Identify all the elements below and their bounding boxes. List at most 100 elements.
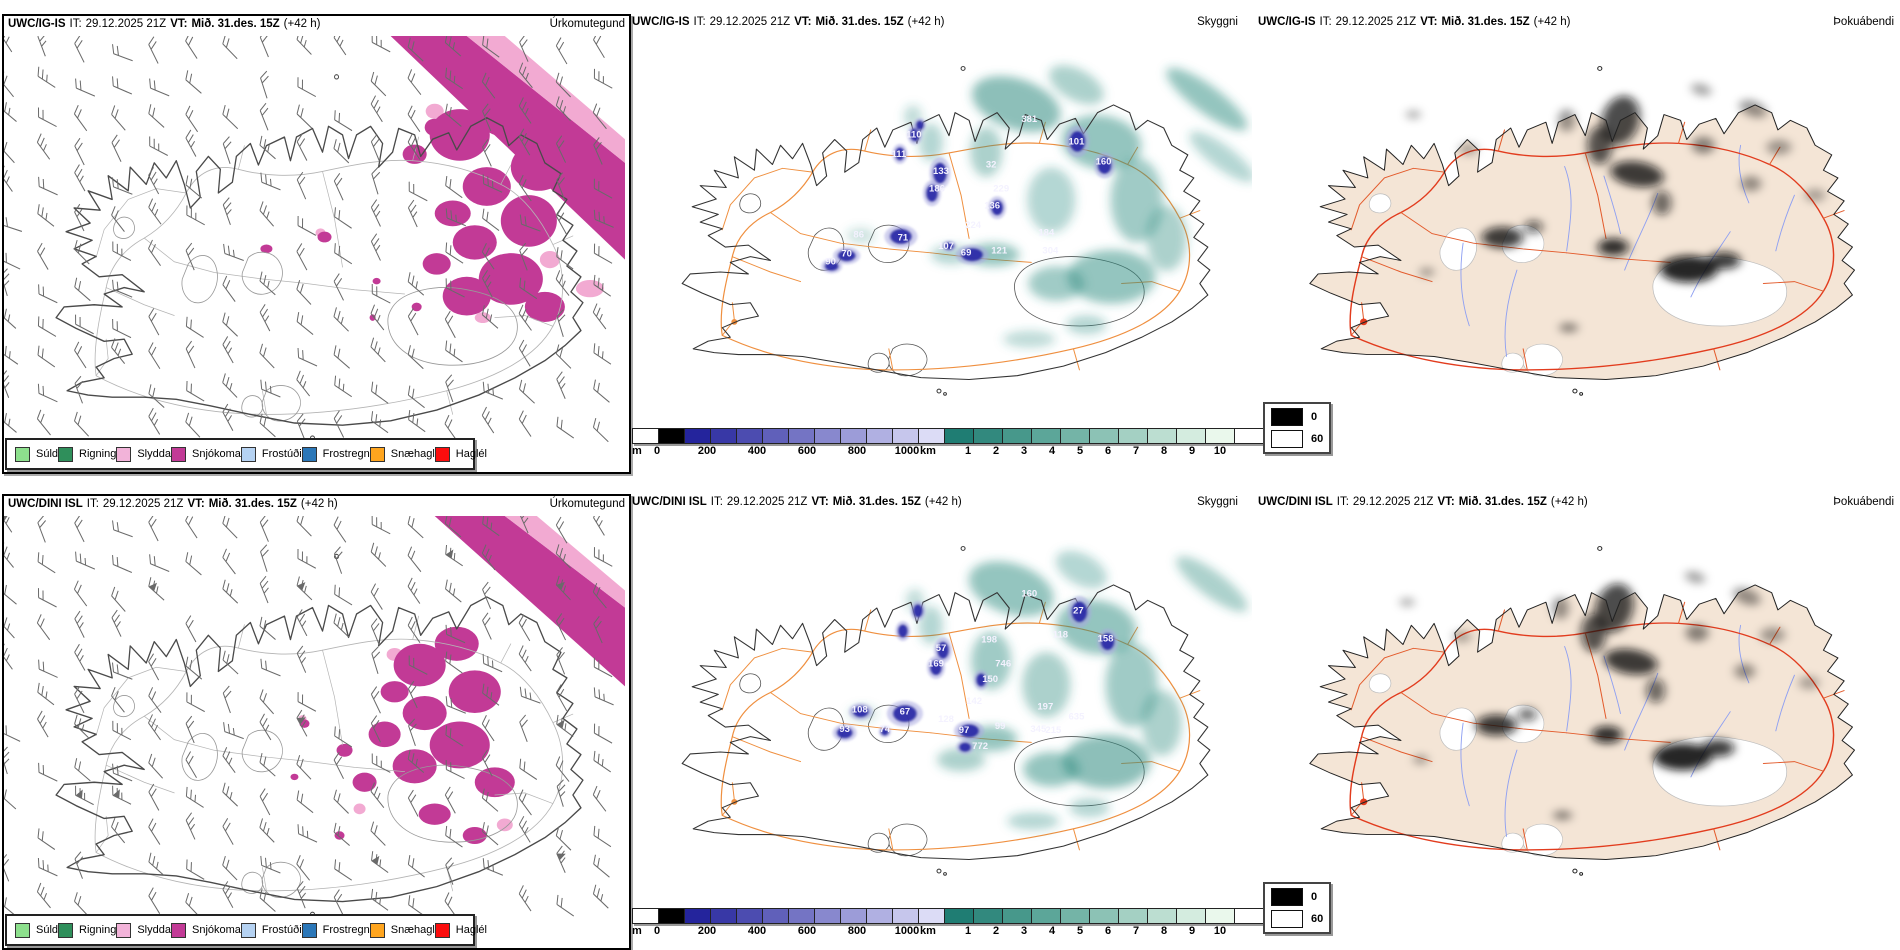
station-visibility-value: 93 [839,724,850,734]
iceland-coastline [681,104,1211,381]
scale-cells [944,428,1264,444]
vt-label: VT: [794,16,812,28]
precip-type-swatch [15,922,30,938]
precip-type-swatch [170,446,186,462]
model-name: UWC/IG-IS [632,16,690,28]
precip-type-swatch [434,446,450,462]
precip-legend-item: Slydda [116,922,171,938]
low-visibility-patches [832,596,1119,755]
scale-ticks: km 1 2 3 4 5 6 7 8 9 10 [920,924,1264,939]
station-visibility-value: 121 [991,246,1007,256]
iceland-coastline [1309,584,1856,860]
fog-legend-swatch [1271,910,1303,928]
scale-cell [659,909,685,923]
scale-tick: 1 [964,445,972,457]
precip-legend-item: Snjókoma [170,922,241,938]
scale-tick: 5 [1076,925,1084,937]
fog-legend-swatch [1271,430,1303,448]
panel-header: UWC/IG-IS IT: 29.12.2025 21Z VT: Mið. 31.des… [632,16,1238,28]
product-name: Skyggni [1197,16,1238,28]
station-visibility-value: 67 [900,707,911,717]
scale-cell [1119,909,1148,923]
scale-cell [867,429,893,443]
it-value: 29.12.2025 21Z [1335,16,1417,28]
panel-header: UWC/IG-IS IT: 29.12.2025 21Z VT: Mið. 31.des… [8,18,625,30]
scale-unit: km [920,445,936,457]
precip-type-swatch [15,446,30,462]
panel-header: UWC/IG-IS IT: 29.12.2025 21Z VT: Mið. 31.des… [1258,16,1894,28]
station-visibility-value: 635 [1068,712,1084,722]
scale-cell [1235,429,1263,443]
cloud-height-scale: m 0 200 400 600 800 1000 [632,428,945,459]
scale-cell [763,429,789,443]
station-visibility-value: 107 [938,241,954,251]
scale-cell [789,909,815,923]
precip-type-swatch [434,922,450,938]
it-label: IT: [1336,496,1349,508]
scale-cell [815,909,841,923]
scale-tick: 7 [1132,925,1140,937]
scale-cell [974,429,1003,443]
fog-legend-row: 60 [1271,910,1323,928]
panel-header: UWC/DINI ISL IT: 29.12.2025 21Z VT: Mið. 31.… [1258,496,1894,508]
precip-type-label: Súld [36,924,59,936]
scale-tick: 600 [797,445,817,457]
station-visibility-value: 133 [933,166,949,176]
fog-legend-swatch [1271,888,1303,906]
fog-legend-row: 0 [1271,888,1323,906]
scale-cell [737,909,763,923]
run-info: UWC/IG-IS IT: 29.12.2025 21Z VT: Mið. 31.des… [8,18,324,30]
it-label: IT: [86,498,99,510]
station-visibility-value: 224 [965,220,982,230]
scale-cell [685,429,711,443]
scale-cell [945,429,974,443]
station-visibility-value: 215 [1045,725,1061,735]
run-info: UWC/IG-IS IT: 29.12.2025 21Z VT: Mið. 31.des… [632,16,948,28]
scale-cell [1177,429,1206,443]
it-label: IT: [69,18,82,30]
station-values: 160 27 118 158 198 57 169 746 150 142 128 108 67 93 97… [839,589,1113,751]
vt-value: Mið. 31.des. 15Z [191,18,280,30]
iceland-coastline [55,596,584,903]
scale-cells [632,428,945,444]
precip-legend-item: Haglél [434,922,487,938]
vt-label: VT: [170,18,188,30]
scale-cell [659,429,685,443]
scale-cell [919,909,944,923]
scale-cell [1003,429,1032,443]
run-info: UWC/DINI ISL IT: 29.12.2025 21Z VT: Mið. 31.… [1258,496,1592,508]
scale-tick: 10 [1213,925,1227,937]
scale-cells [632,908,945,924]
station-visibility-value: 90 [825,256,836,266]
station-visibility-value: 128 [938,714,954,724]
scale-cell [1148,909,1177,923]
scale-cell [893,909,919,923]
it-value: 29.12.2025 21Z [1352,496,1434,508]
fog-index-legend: 0 60 [1263,402,1332,454]
iceland-fog-map [1309,66,1856,396]
scale-unit: m [632,445,642,457]
it-value: 29.12.2025 21Z [102,498,184,510]
precip-type-swatch [369,446,385,462]
scale-ticks: m 0 200 400 600 800 1000 [632,924,945,939]
vt-label: VT: [1437,496,1455,508]
product-name: Úrkomutegund [549,498,625,510]
it-label: IT: [710,496,723,508]
product-name: Þokuábendi [1833,496,1894,508]
precip-type-label: Rigning [79,448,117,460]
scale-cell [1090,909,1119,923]
lead-time: (+42 h) [924,496,962,508]
model-name: UWC/DINI ISL [632,496,707,508]
visibility-scale: km 1 2 3 4 5 6 7 8 9 10 [920,428,1264,459]
precip-type-label: Haglél [455,924,487,936]
precip-type-swatch [58,446,74,462]
iceland-coastline [55,117,584,426]
scale-cell [763,909,789,923]
vt-value: Mið. 31.des. 15Z [1441,16,1530,28]
fog-shading [1399,570,1820,821]
run-info: UWC/DINI ISL IT: 29.12.2025 21Z VT: Mið. 31.… [8,498,342,510]
scale-tick: 400 [747,445,767,457]
scale-tick: 5 [1076,445,1084,457]
lead-time: (+42 h) [300,498,338,510]
